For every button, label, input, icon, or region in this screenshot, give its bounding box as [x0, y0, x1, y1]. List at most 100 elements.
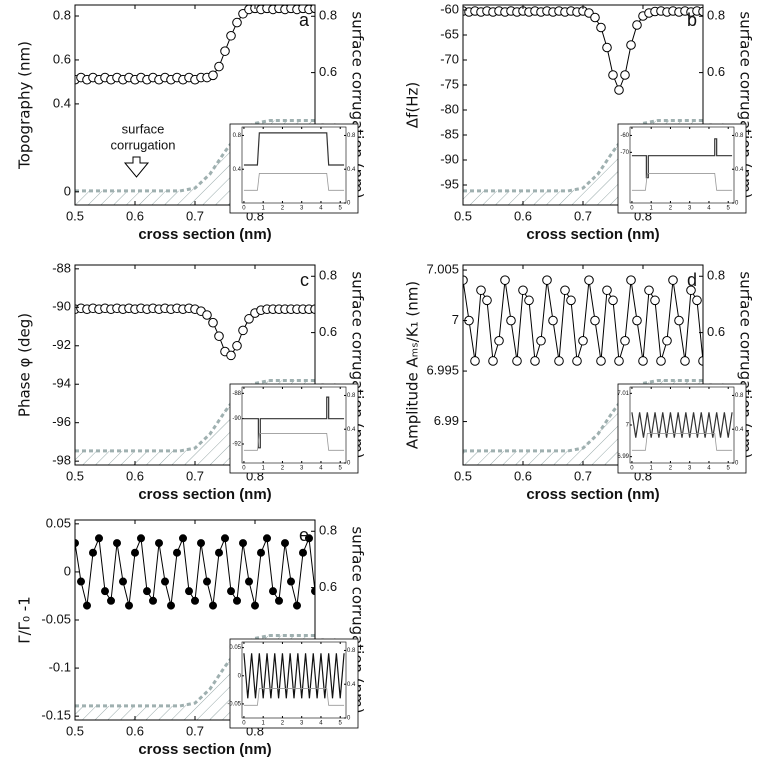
data-point — [590, 315, 600, 326]
x-tick-label: 0 — [630, 206, 634, 212]
y-tick-label: 0 — [64, 563, 71, 578]
y2-tick-label: 0.8 — [319, 8, 337, 23]
x-tick-label: 4 — [319, 206, 323, 212]
y2-tick-label: 0.6 — [707, 64, 725, 79]
data-point — [626, 40, 636, 50]
data-point — [506, 315, 516, 326]
x-tick-label: 5 — [339, 721, 343, 727]
x-tick-label: 5 — [339, 206, 343, 212]
x-tick-label: 4 — [319, 466, 323, 472]
y-tick-label: 7.01 — [617, 391, 629, 397]
x-tick-label: 1 — [262, 466, 266, 472]
x-tick-label: 0.7 — [574, 468, 592, 483]
x-axis-label: cross section (nm) — [138, 226, 271, 243]
data-point — [692, 295, 702, 306]
data-point — [185, 587, 193, 596]
data-point — [602, 42, 612, 53]
data-line — [75, 536, 315, 606]
y2-tick-label: 0 — [347, 461, 351, 467]
data-point — [83, 601, 91, 610]
data-point — [208, 317, 218, 328]
data-point — [239, 539, 247, 548]
x-tick-label: 0.7 — [186, 723, 204, 738]
data-point — [215, 548, 223, 557]
x-axis-label: cross section (nm) — [138, 486, 271, 503]
data-point — [680, 356, 690, 366]
data-point — [548, 315, 558, 326]
plot-frame — [629, 126, 735, 204]
x-tick-label: 0.7 — [186, 468, 204, 483]
data-point — [191, 596, 199, 605]
data-point — [560, 285, 570, 296]
y2-tick-label: 0.6 — [319, 64, 337, 79]
y-axis-label: Δf(Hz) — [404, 82, 422, 128]
y-axis-label: Phase φ (deg) — [16, 313, 34, 417]
x-tick-label: 0.7 — [186, 208, 204, 223]
y-tick-label: 0.4 — [53, 95, 71, 110]
data-point — [310, 304, 315, 315]
x-tick-label: 0.6 — [126, 468, 144, 483]
data-point — [698, 356, 703, 366]
data-point — [107, 596, 115, 605]
data-point — [257, 548, 265, 557]
data-point — [275, 596, 283, 605]
data-point — [542, 275, 552, 285]
y2-tick-label: 0.6 — [319, 324, 337, 339]
data-point — [650, 295, 660, 306]
data-point — [644, 285, 654, 296]
x-tick-label: 1 — [262, 206, 266, 212]
panel: 0.50.60.70.86.996.99577.0050.40.60.8cros… — [404, 261, 755, 502]
panel: 0.5 0.6 0.7 0.8 0 0.4 0.6 0.8 0.4 0.6 0.8 cross sec… — [16, 4, 367, 243]
y2-tick-label: 0 — [735, 201, 739, 207]
x-tick-label: 0.6 — [514, 208, 532, 223]
data-point — [155, 539, 163, 548]
x-tick-label: 0.5 — [454, 208, 472, 223]
x-tick-label: 0.5 — [66, 723, 84, 738]
data-point — [578, 335, 588, 346]
data-point — [686, 285, 696, 296]
y-tick-label: -60 — [620, 133, 629, 139]
y-tick-label: 6.99 — [617, 454, 629, 460]
data-point — [244, 314, 254, 324]
x-tick-label: 0.5 — [66, 208, 84, 223]
annotation: surface — [122, 121, 165, 136]
data-point — [638, 356, 648, 366]
y-tick-label: 0.8 — [53, 7, 71, 22]
y-tick-label: -60 — [440, 1, 459, 16]
data-point — [245, 577, 253, 586]
data-point — [530, 356, 540, 366]
data-point — [149, 596, 157, 605]
data-point — [590, 12, 600, 23]
data-point — [554, 356, 564, 366]
y-tick-label: -92 — [232, 442, 241, 448]
data-line — [75, 307, 315, 357]
data-line — [243, 132, 345, 166]
data-point — [220, 46, 230, 56]
annotation: corrugation — [110, 137, 175, 152]
x-tick-label: 4 — [319, 721, 323, 727]
data-point — [167, 601, 175, 610]
data-point — [119, 577, 127, 586]
x-axis-label: cross section (nm) — [526, 226, 659, 243]
y-axis-label: Topography (nm) — [16, 41, 34, 170]
data-point — [281, 539, 289, 548]
data-point — [214, 61, 224, 72]
y2-tick-label: 0.8 — [735, 393, 744, 399]
annotation-arrow — [123, 156, 150, 178]
data-point — [131, 548, 139, 557]
data-point — [202, 310, 212, 320]
data-point — [113, 539, 121, 548]
data-point — [269, 587, 277, 596]
x-tick-label: 5 — [727, 206, 731, 212]
y2-tick-label: 0.8 — [347, 393, 356, 399]
data-point — [238, 325, 248, 336]
data-point — [512, 356, 522, 366]
y2-tick-label: 0.8 — [319, 268, 337, 283]
y-tick-label: -70 — [620, 150, 629, 156]
data-point — [232, 17, 242, 28]
data-point — [482, 295, 492, 306]
data-point — [632, 315, 642, 326]
panel-label: a — [299, 10, 310, 30]
data-point — [596, 356, 606, 366]
y-tick-label: 6.99 — [434, 413, 459, 428]
